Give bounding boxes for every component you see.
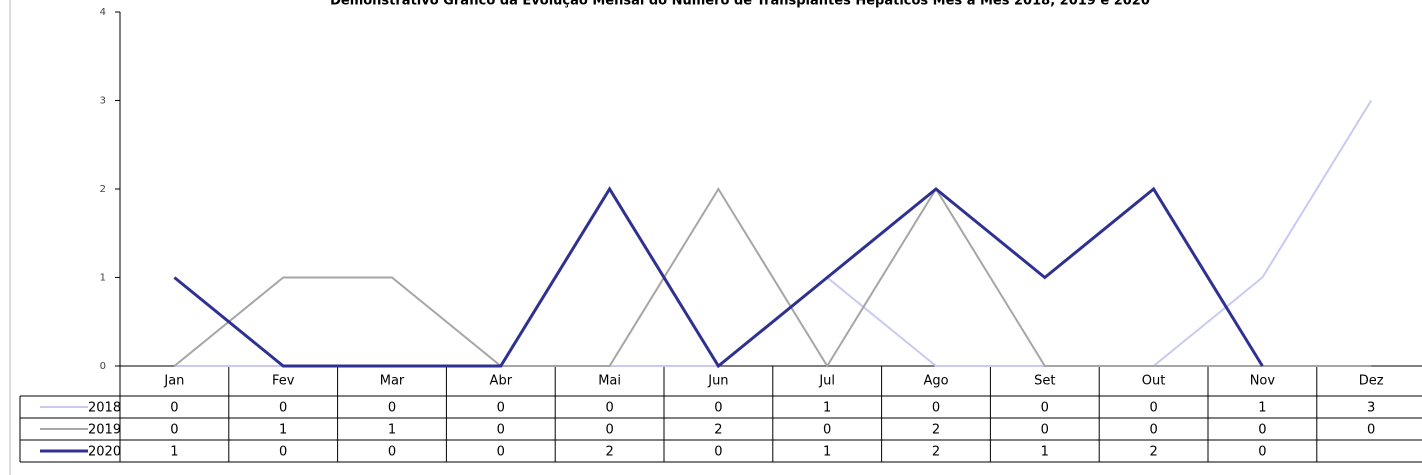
table-value: 2 (932, 445, 940, 460)
table-value: 0 (279, 445, 287, 460)
table-value: 0 (932, 401, 940, 416)
table-value: 1 (1041, 445, 1049, 460)
table-value: 0 (823, 423, 831, 438)
legend-label: 2018 (88, 401, 121, 416)
table-value: 1 (823, 401, 831, 416)
table-value: 1 (1258, 401, 1266, 416)
table-value: 0 (1367, 423, 1375, 438)
x-tick-label: Abr (490, 374, 513, 389)
table-value: 0 (605, 423, 613, 438)
x-tick-label: Mai (598, 374, 621, 389)
legend-label: 2020 (88, 445, 121, 460)
table-value: 0 (1041, 401, 1049, 416)
series-line (173, 187, 1372, 368)
table-value: 0 (605, 401, 613, 416)
table-value: 0 (497, 423, 505, 438)
x-tick-label: Fev (272, 374, 295, 389)
table-value: 1 (170, 445, 178, 460)
table-value: 2 (714, 423, 722, 438)
table-value: 0 (1149, 423, 1157, 438)
table-value: 0 (497, 401, 505, 416)
x-tick-label: Jul (818, 374, 835, 389)
chart-title: Demonstrativo Gráfico da Evolução Mensal… (330, 0, 1150, 9)
x-tick-label: Nov (1250, 374, 1276, 389)
table-value: 2 (1149, 445, 1157, 460)
table-value: 0 (388, 445, 396, 460)
x-tick-label: Mar (380, 374, 405, 389)
table-value: 3 (1367, 401, 1375, 416)
table-value: 0 (714, 401, 722, 416)
x-tick-label: Dez (1359, 374, 1384, 389)
table-value: 0 (170, 401, 178, 416)
y-tick-label: 3 (100, 96, 106, 107)
series-line (174, 99, 1373, 367)
x-tick-label: Ago (923, 374, 948, 389)
table-value: 0 (1258, 445, 1266, 460)
table-value: 0 (1041, 423, 1049, 438)
series-line (173, 186, 1264, 369)
legend-label: 2019 (88, 423, 121, 438)
x-tick-label: Jan (163, 374, 184, 389)
table-value: 1 (823, 445, 831, 460)
y-tick-label: 4 (100, 7, 106, 18)
x-tick-label: Out (1142, 374, 1166, 389)
y-tick-label: 1 (100, 273, 106, 284)
table-value: 0 (279, 401, 287, 416)
table-value: 0 (1149, 401, 1157, 416)
table-value: 0 (170, 423, 178, 438)
table-value: 2 (932, 423, 940, 438)
table-value: 1 (279, 423, 287, 438)
x-tick-label: Set (1034, 374, 1055, 389)
table-value: 2 (605, 445, 613, 460)
table-value: 1 (388, 423, 396, 438)
table-value: 0 (497, 445, 505, 460)
y-tick-label: 0 (100, 361, 106, 372)
table-value: 0 (714, 445, 722, 460)
y-tick-label: 2 (100, 184, 106, 195)
x-tick-label: Jun (707, 374, 728, 389)
table-value: 0 (388, 401, 396, 416)
table-value: 0 (1258, 423, 1266, 438)
